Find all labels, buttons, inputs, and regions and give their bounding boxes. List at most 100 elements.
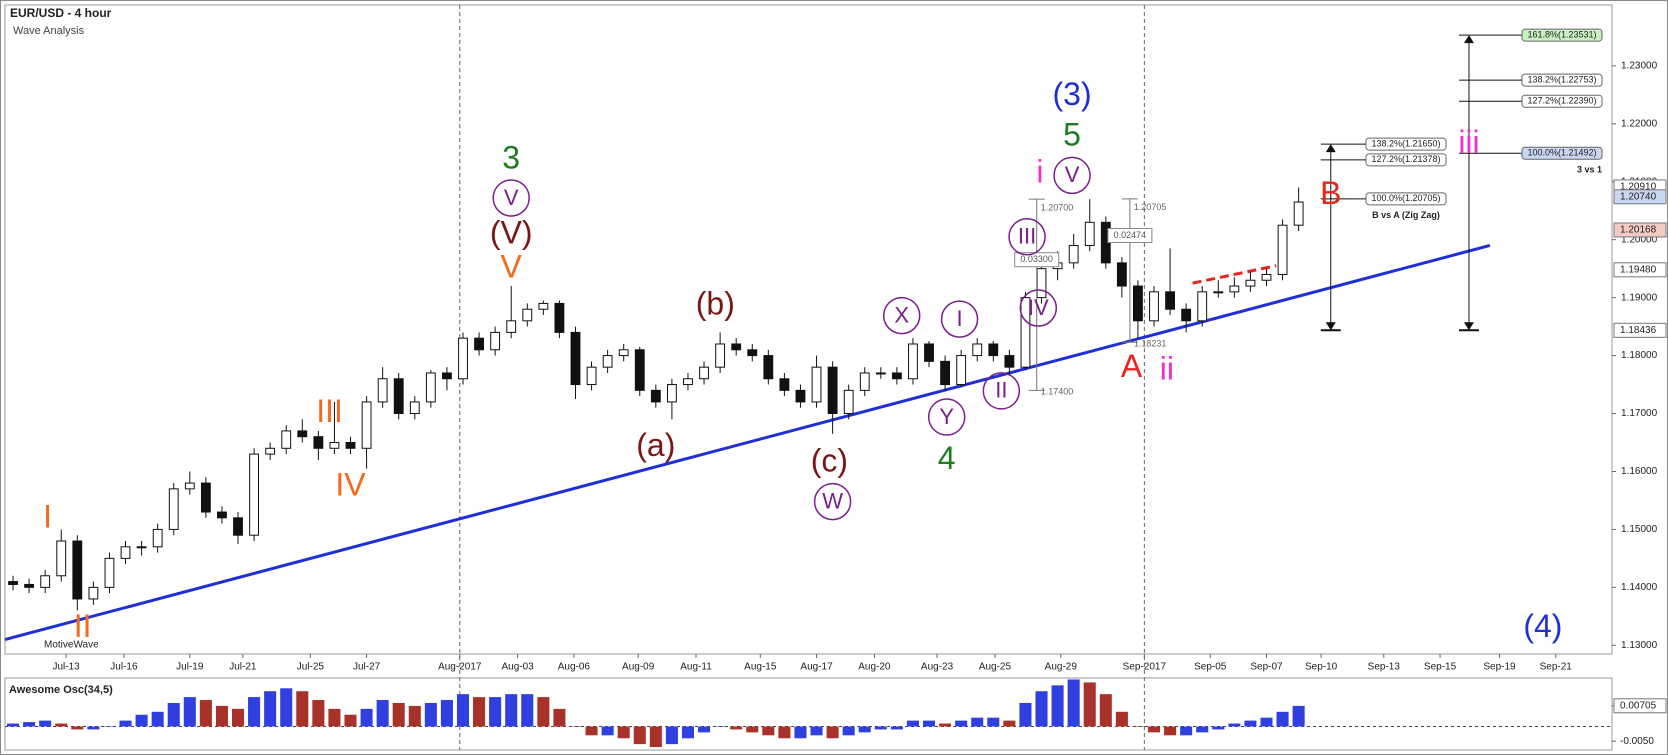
wave-label: III — [316, 393, 343, 429]
osc-bar — [135, 714, 148, 727]
candle-body — [200, 482, 211, 513]
x-tick-label: Jul-16 — [110, 662, 138, 673]
price-tag — [1613, 189, 1667, 205]
osc-bar — [344, 714, 357, 727]
candle-body — [731, 343, 742, 351]
candle-body — [699, 366, 709, 380]
wave-label: (b) — [696, 286, 735, 322]
candle-body — [217, 511, 227, 519]
price-pane — [4, 4, 1613, 655]
candle-body — [377, 378, 388, 403]
x-tick-label: Sep-2017 — [1123, 662, 1167, 673]
osc-bar — [1099, 694, 1112, 727]
x-tick-label: Aug-03 — [502, 662, 535, 673]
osc-bar — [103, 726, 116, 727]
wave-label: ii — [1160, 351, 1174, 387]
wave-circle — [1019, 289, 1058, 327]
x-tick-label: Sep-07 — [1250, 662, 1283, 673]
candle-body — [538, 302, 549, 310]
arrow-head — [1463, 322, 1474, 331]
x-tick-label: Aug-15 — [744, 662, 777, 673]
price-tag — [1613, 322, 1667, 338]
wave-label: (V) — [490, 214, 533, 250]
x-tick-label: Sep-15 — [1424, 662, 1457, 673]
resistance-line — [1192, 264, 1277, 285]
measure-range: 0.02474 — [1114, 230, 1147, 240]
fib-label: 127.2%(1.22390) — [1527, 96, 1596, 106]
x-tick-label: Aug-17 — [800, 662, 833, 673]
candle-body — [1165, 291, 1175, 310]
candle-body — [811, 366, 822, 403]
wave-circle — [1008, 218, 1046, 256]
osc-bar — [7, 723, 20, 727]
fib-label: 127.2%(1.21378) — [1371, 154, 1440, 164]
wave-label: (c) — [811, 443, 848, 479]
osc-tick-label: -0.0050 — [1620, 736, 1654, 747]
osc-bar — [585, 726, 598, 736]
candle-body — [1277, 224, 1288, 275]
candle-body — [666, 384, 677, 403]
osc-bar — [199, 700, 212, 727]
arrow-head — [1325, 322, 1336, 331]
candle-body — [972, 343, 983, 357]
fib-label: 100.0%(1.20705) — [1371, 193, 1440, 203]
osc-bar — [424, 702, 437, 727]
osc-bar — [826, 726, 839, 739]
candle-body — [72, 540, 83, 600]
osc-bar — [681, 726, 695, 739]
candle-body — [1133, 285, 1143, 322]
x-tick-label: Aug-11 — [680, 662, 712, 673]
trendline — [4, 244, 1491, 641]
y-tick-label: 1.19000 — [1621, 292, 1658, 303]
osc-bar — [1212, 726, 1225, 730]
osc-bar — [248, 697, 261, 727]
wave-label: II — [74, 608, 92, 644]
candle-body — [1004, 355, 1015, 368]
candle-body — [988, 343, 999, 357]
osc-bar — [1276, 711, 1289, 727]
y-tick-label: 1.23000 — [1621, 60, 1658, 71]
candle-body — [1181, 308, 1192, 322]
fib-label: 138.2%(1.22753) — [1527, 75, 1596, 85]
osc-bar — [456, 694, 470, 727]
x-tick-label: Jul-21 — [229, 662, 257, 673]
candle-body — [1197, 291, 1208, 322]
osc-bar — [1164, 726, 1177, 736]
candle-body — [136, 546, 147, 549]
osc-bar — [1228, 723, 1241, 727]
osc-bar — [1019, 702, 1032, 727]
osc-bar — [505, 694, 518, 727]
candle-body — [24, 583, 35, 588]
osc-bar — [521, 694, 534, 727]
candle-body — [265, 447, 276, 455]
osc-bar — [280, 688, 293, 727]
wave-label: i — [1036, 153, 1043, 189]
osc-tag — [1613, 698, 1667, 714]
osc-bar — [23, 722, 36, 727]
wave-label: (a) — [636, 427, 675, 463]
fib-box — [1521, 73, 1603, 87]
candle-body — [329, 441, 340, 449]
y-tick-label: 1.18000 — [1621, 350, 1658, 361]
oscillator-pane — [4, 677, 1613, 751]
candle-body — [313, 436, 324, 449]
osc-bar — [328, 708, 341, 727]
candle-body — [1213, 291, 1224, 294]
wave-label: I — [956, 306, 962, 331]
candle-body — [602, 355, 613, 368]
osc-bar — [537, 697, 550, 727]
osc-bar — [296, 691, 309, 727]
price-tag-label: 1.20168 — [1620, 225, 1657, 236]
y-tick-label: 1.20000 — [1621, 234, 1658, 245]
price-tag — [1613, 262, 1667, 278]
osc-bar — [617, 726, 630, 739]
candle-body — [152, 528, 163, 548]
candle-body — [40, 575, 51, 588]
candle-body — [618, 349, 629, 357]
osc-bar — [473, 697, 486, 727]
candle-body — [650, 389, 661, 403]
measure-label: 1.20705 — [1134, 202, 1167, 212]
osc-bar — [440, 700, 453, 727]
osc-bar — [489, 697, 502, 727]
fib-label: 161.8%(1.23531) — [1527, 29, 1596, 39]
